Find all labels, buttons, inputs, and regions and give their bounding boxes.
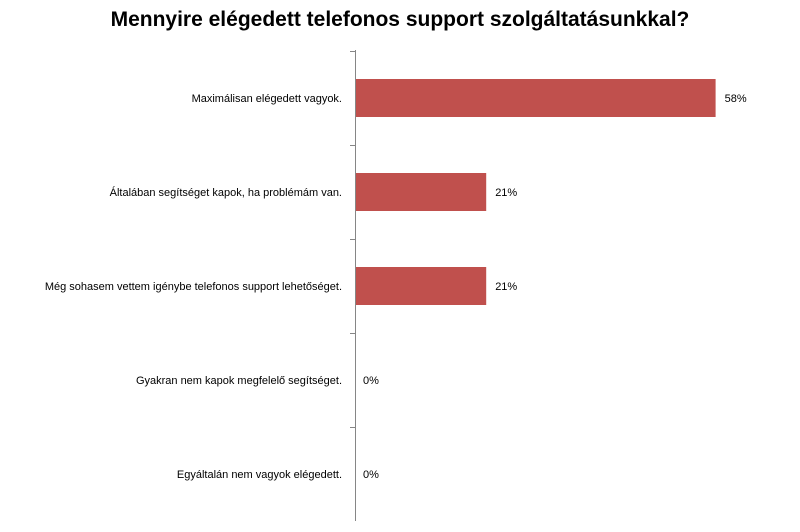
category-label: Maximálisan elégedett vagyok.	[192, 93, 342, 105]
data-label: 21%	[495, 281, 517, 293]
chart-title: Mennyire elégedett telefonos support szo…	[110, 8, 690, 31]
category-label: Gyakran nem kapok megfelelő segítséget.	[136, 375, 342, 387]
category-label: Általában segítséget kapok, ha problémám…	[110, 186, 342, 199]
data-label: 21%	[495, 187, 517, 199]
data-label: 58%	[725, 93, 747, 105]
data-label: 0%	[363, 469, 379, 481]
category-label: Egyáltalán nem vagyok elégedett.	[177, 469, 342, 481]
category-label: Még sohasem vettem igénybe telefonos sup…	[45, 281, 342, 293]
bar	[356, 267, 487, 305]
bar	[356, 173, 487, 211]
bar	[356, 79, 716, 117]
data-label: 0%	[363, 375, 379, 387]
